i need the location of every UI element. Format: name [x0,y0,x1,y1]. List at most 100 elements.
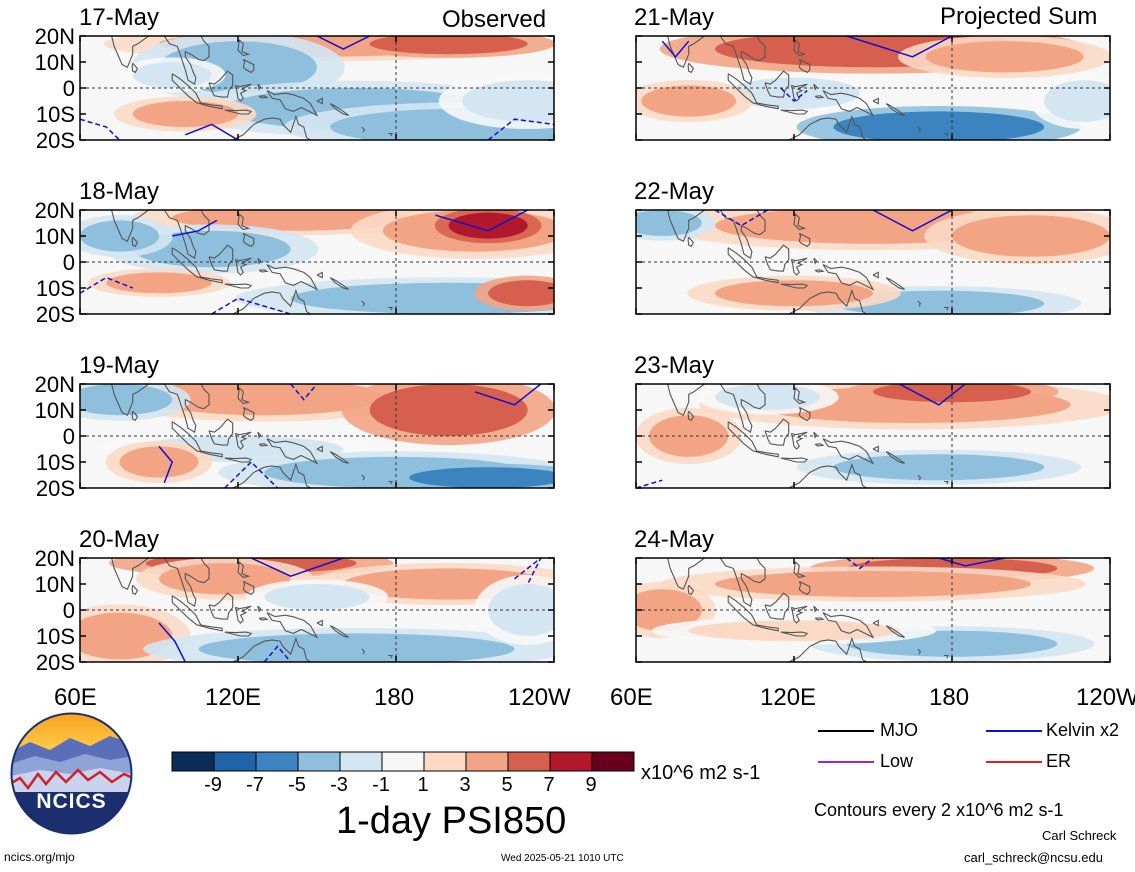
panel-date-24-may: 24-May [634,526,715,553]
map-panel-24-may [635,557,1111,663]
kelvin-contour [316,36,371,50]
lat-label-20s: 20S [35,476,75,501]
field-core [159,563,291,595]
lon-label-120w-left: 120W [508,684,571,711]
kelvin-contour [80,276,133,294]
field-core [833,111,1045,140]
colorbar-tick: -1 [372,774,390,796]
coastline [810,174,813,177]
coastline [163,384,210,433]
kelvin-contour [636,479,663,488]
coastline [755,450,779,458]
contour-note: Contours every 2 x10^6 m2 s-1 [814,800,1064,820]
coastline [131,410,139,422]
kelvin-contour [780,87,808,102]
coastline [131,62,139,74]
legend-label-kelvin: Kelvin x2 [1046,720,1120,740]
coastline [316,445,323,453]
colorbar-units: x10^6 m2 s-1 [641,762,761,784]
coastline [885,625,905,638]
coastline [266,90,319,117]
field-core [488,280,554,307]
lat-label-10n: 10N [34,224,75,249]
coastline [687,410,695,422]
coastline [388,132,394,137]
panel-date-17-may: 17-May [79,4,160,31]
coastline [361,300,366,307]
coastline [163,36,210,85]
kelvin-contour [872,210,953,232]
lon-label-60e-left: 60E [54,684,97,711]
field-core [641,85,737,117]
kelvin-contour [938,558,1005,567]
coastline [266,264,319,291]
kelvin-contour [250,558,344,578]
coastline [917,126,922,133]
coastline [813,431,818,439]
coastline [111,384,149,416]
kelvin-contour [158,445,174,484]
coastline [224,457,253,463]
coastline [388,306,394,311]
coastline [719,210,766,259]
kelvin-contour [898,384,966,406]
coastline [242,406,255,422]
coastline [257,431,262,439]
observed-label: Observed [442,6,547,33]
lat-label-0: 0 [62,250,75,275]
field-core [80,220,159,252]
projected-sum-label: Projected Sum [940,3,1098,30]
coastline [242,232,255,248]
legend-lines [818,730,1042,763]
coastline [793,387,807,405]
field-core [264,584,370,610]
coastline [719,36,766,85]
coastline [111,36,149,68]
coastline [388,480,394,485]
coastline [872,271,879,279]
coastline [361,648,366,655]
coastline [885,451,905,464]
coastline [719,384,766,433]
coastline [171,247,203,279]
field-core [728,77,860,109]
coastline [224,283,253,289]
coastline [237,387,251,405]
coastline [329,625,349,638]
coastline [224,631,253,637]
coastline [257,83,262,91]
kelvin-contour [714,210,769,227]
colorbar-swatch [591,751,635,772]
field-core [715,384,821,410]
coastline [234,257,252,276]
lat-label-20n: 20N [34,372,75,397]
coastline [131,236,139,248]
field-core [132,101,238,127]
kelvin-contour [846,36,953,58]
coastline [254,348,257,351]
coastline [199,450,223,458]
map-panel-23-may [635,383,1111,489]
ncics-logo: NCICS [10,712,133,835]
colorbar-swatch [507,751,551,772]
coastline [266,612,319,639]
kelvin-contour [158,622,186,662]
lon-label-180-left: 180 [374,684,415,711]
coastline [727,73,759,105]
coastline [790,83,808,102]
coastline [790,605,808,624]
coastline [687,62,695,74]
coastline [798,232,811,248]
coastline [219,636,312,662]
colorbar-swatch [465,751,509,772]
field-core [119,446,199,478]
colorbar-tick: -5 [288,774,306,796]
coastline [199,102,223,110]
logo-text: NCICS [36,790,107,813]
field-core [1044,80,1110,122]
coastline [171,73,203,105]
field-core [290,282,554,314]
kelvin-contour [80,118,121,140]
coastline [790,431,808,450]
